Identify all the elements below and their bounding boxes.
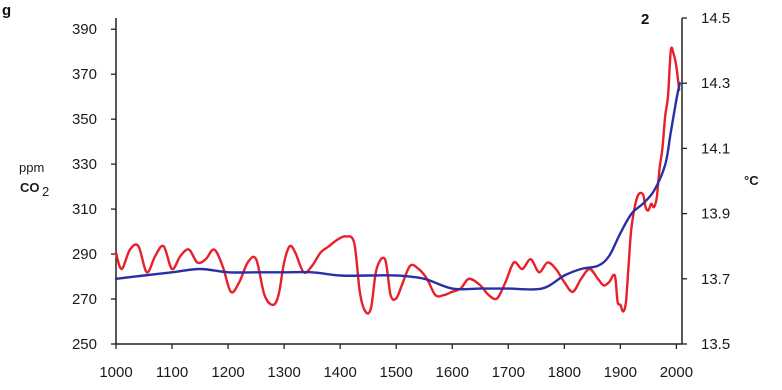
x-tick-labels: 1000 1100 1200 1300 1400 1500 1600 1700 1800 1900…	[99, 364, 693, 381]
left-tick-label: 370	[72, 66, 97, 83]
right-tick-labels: 13.5 13.7 13.9 14.1 14.3 14.5	[701, 10, 730, 353]
x-tick-label: 1000	[99, 364, 132, 381]
right-tick-label: 14.5	[701, 10, 730, 27]
x-tick-label: 1200	[211, 364, 244, 381]
x-tick-label: 1600	[436, 364, 469, 381]
x-tick-label: 1700	[492, 364, 525, 381]
left-tick-label: 310	[72, 201, 97, 218]
x-tick-label: 1800	[548, 364, 581, 381]
right-tick-label: 13.5	[701, 336, 730, 353]
right-tick-label: 14.1	[701, 140, 730, 157]
x-tick-label: 1400	[323, 364, 356, 381]
left-axis-unit: ppm	[19, 160, 44, 175]
right-tick-label: 14.3	[701, 75, 730, 92]
left-tick-label: 350	[72, 111, 97, 128]
blue-series-line	[114, 82, 681, 291]
left-tick-label: 250	[72, 336, 97, 353]
left-tick-labels: 250 270 290 310 330 350 370 390	[72, 21, 97, 353]
x-tick-label: 1100	[156, 364, 188, 381]
right-tick-label: 13.9	[701, 206, 730, 223]
red-series-line	[114, 46, 681, 315]
x-tick-label: 2000	[660, 364, 693, 381]
x-tick-label: 1900	[604, 364, 637, 381]
right-tick-label: 13.7	[701, 271, 730, 288]
left-tick-label: 290	[72, 246, 97, 263]
x-tick-label: 1500	[380, 364, 413, 381]
left-axis-label-subscript: 2	[42, 184, 49, 199]
right-axis-unit: °C	[744, 173, 759, 188]
left-tick-label: 390	[72, 21, 97, 38]
left-tick-label: 330	[72, 156, 97, 173]
title-fragment: g	[2, 2, 11, 19]
title-subscript: 2	[641, 11, 649, 28]
x-tick-label: 1300	[267, 364, 300, 381]
axes	[111, 17, 687, 349]
left-tick-label: 270	[72, 291, 97, 308]
series-group	[114, 46, 681, 315]
left-axis-label: CO	[20, 180, 40, 195]
